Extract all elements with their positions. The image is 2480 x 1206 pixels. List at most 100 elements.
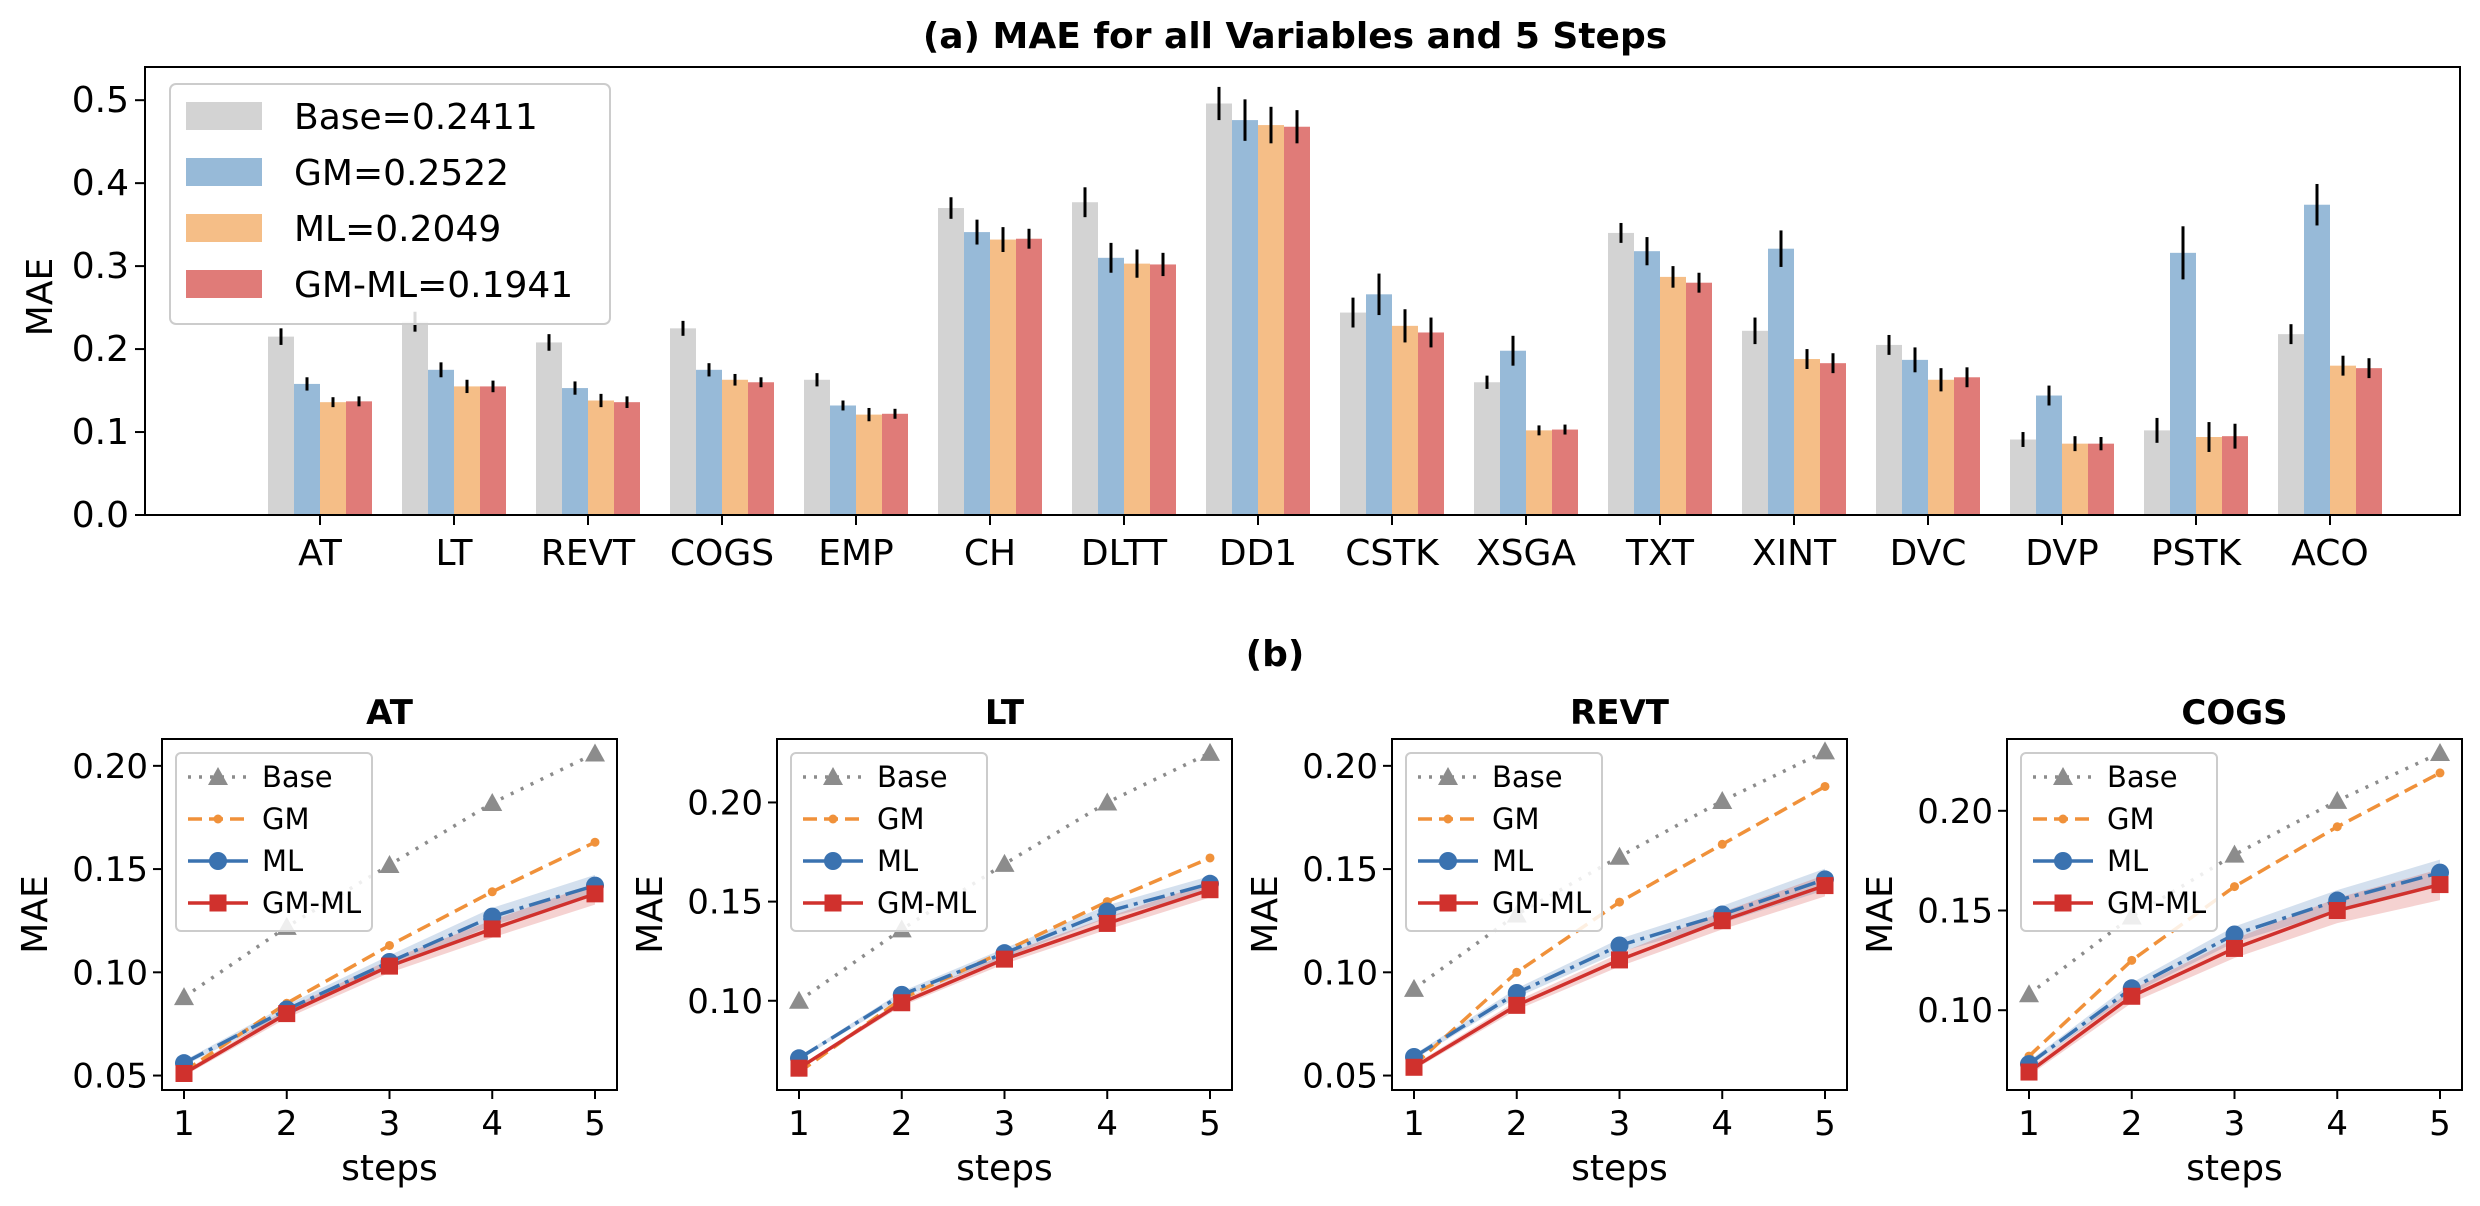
bar-ML-DVC [1928, 379, 1954, 515]
point-Base [1815, 741, 1835, 760]
legend-label-GM: GM [1492, 802, 1540, 836]
bar-Base-DVC [1876, 344, 1902, 515]
bar-Base-CH [938, 208, 964, 515]
point-Base [2430, 742, 2450, 761]
bar-GM-CH [964, 232, 990, 515]
point-GM-ML [2226, 939, 2243, 957]
point-GM-ML [278, 1005, 296, 1023]
x-tick-label: 1 [788, 1104, 810, 1144]
bar-Base-CSTK [1340, 312, 1366, 515]
bar-GM-AT [294, 383, 320, 515]
legend-label-Base: Base=0.2411 [294, 97, 538, 138]
bar-Base-DLTT [1072, 202, 1098, 516]
bar-ML-XSGA [1526, 430, 1552, 515]
y-tick-label: 0.20 [1302, 747, 1378, 787]
point-GM-ML [2054, 894, 2072, 912]
point-ML [1610, 936, 1629, 955]
point-ML [1439, 852, 1457, 870]
point-GM-ML [1439, 894, 1457, 912]
legend-swatch-Base [186, 102, 262, 130]
x-tick-label: DVC [1890, 533, 1967, 574]
x-tick-label: XINT [1752, 533, 1837, 574]
x-tick-label: PSTK [2151, 533, 2243, 574]
bar-GM-DLTT [1098, 257, 1124, 515]
x-tick-label: 4 [2326, 1104, 2348, 1144]
legend-label-GM-ML: GM-ML [877, 886, 976, 920]
x-tick-label: 5 [1814, 1104, 1836, 1144]
x-tick-label: 5 [1199, 1104, 1221, 1144]
bar-GM-ML-CSTK [1418, 332, 1444, 515]
y-tick-label: 0.10 [687, 982, 763, 1022]
point-Base [2327, 790, 2348, 809]
point-GM [213, 814, 223, 824]
y-tick-label: 0.10 [1302, 953, 1378, 993]
point-GM [487, 887, 497, 897]
x-tick-label: 5 [584, 1104, 606, 1144]
legend-box [1405, 752, 1603, 932]
point-Base [2224, 844, 2245, 863]
bar-GM-COGS [696, 369, 722, 515]
bar-ML-ACO [2330, 365, 2356, 515]
bar-GM-ML-PSTK [2222, 436, 2248, 515]
bar-GM-ML-AT [346, 401, 372, 515]
y-axis-label: MAE [630, 875, 671, 953]
y-tick-label: 0.15 [1302, 850, 1378, 890]
point-ML [209, 852, 227, 870]
x-tick-label: 2 [276, 1104, 298, 1144]
bar-GM-TXT [1634, 251, 1660, 515]
y-tick-label: 0.05 [72, 1057, 148, 1097]
bar-ML-CH [990, 239, 1016, 515]
panel-b-label: (b) [1246, 634, 1305, 675]
y-axis-label: MAE [20, 258, 61, 336]
x-tick-label: LT [435, 533, 473, 574]
point-GM [1443, 814, 1453, 824]
bar-GM-XINT [1768, 248, 1794, 515]
point-GM [2127, 955, 2137, 965]
bar-ML-DLTT [1124, 263, 1150, 515]
point-GM [590, 837, 600, 847]
line-chart-AT: AT 0.05 0.10 0.15 0.20 1 2 3 4 5 steps MAE Base GM ML G… [15, 693, 618, 1189]
y-tick-label: 0.4 [72, 163, 129, 204]
y-tick-label: 0.10 [72, 953, 148, 993]
bar-GM-XSGA [1500, 350, 1526, 515]
series-line-GM [2027, 771, 2441, 1058]
bar-GM-ML-TXT [1686, 282, 1712, 515]
line-chart-COGS: COGS 0.10 0.15 0.20 1 2 3 4 5 steps MAE Base GM ML GM-… [1860, 693, 2463, 1189]
bar-GM-PSTK [2170, 252, 2196, 515]
legend-label-GM: GM=0.2522 [294, 153, 509, 194]
bar-GM-ML-CH [1016, 238, 1042, 515]
point-GM-ML [1405, 1058, 1423, 1076]
legend-label-GM: GM [262, 802, 310, 836]
bar-chart-panel: (a) MAE for all Variables and 5 Steps MA… [20, 16, 2461, 574]
legend-label-GM: GM [2107, 802, 2155, 836]
legend-swatch-GM-ML [186, 270, 262, 298]
x-tick-label: XSGA [1476, 533, 1576, 574]
bar-GM-ML-REVT [614, 402, 640, 515]
point-GM-ML [1713, 912, 1731, 930]
y-tick-label: 0.15 [1917, 892, 1993, 932]
point-Base [1438, 767, 1458, 785]
legend-swatch-ML [186, 214, 262, 242]
point-GM-ML [1816, 877, 1834, 895]
x-tick-label: 2 [2121, 1104, 2143, 1144]
point-GM-ML [483, 920, 501, 938]
subplot-title: COGS [2181, 693, 2287, 733]
y-tick-label: 0.20 [687, 783, 763, 823]
bar-Base-TXT [1608, 232, 1634, 516]
bar-ML-AT [320, 402, 346, 515]
y-tick-label: 0.05 [1302, 1057, 1378, 1097]
x-tick-label: 3 [2224, 1104, 2246, 1144]
bar-GM-DVP [2036, 395, 2062, 515]
point-GM-ML [996, 950, 1013, 968]
legend: Base GM ML GM-ML [1405, 752, 1603, 932]
x-tick-label: 4 [481, 1104, 503, 1144]
y-tick-label: 0.15 [72, 850, 148, 890]
bar-ML-LT [454, 386, 480, 515]
legend-label-GM-ML: GM-ML [1492, 886, 1591, 920]
point-Base [379, 854, 400, 873]
bar-ML-EMP [856, 414, 882, 515]
subplot-title: AT [366, 693, 414, 733]
y-tick-label: 0.20 [72, 747, 148, 787]
y-tick-label: 0.5 [72, 80, 129, 121]
